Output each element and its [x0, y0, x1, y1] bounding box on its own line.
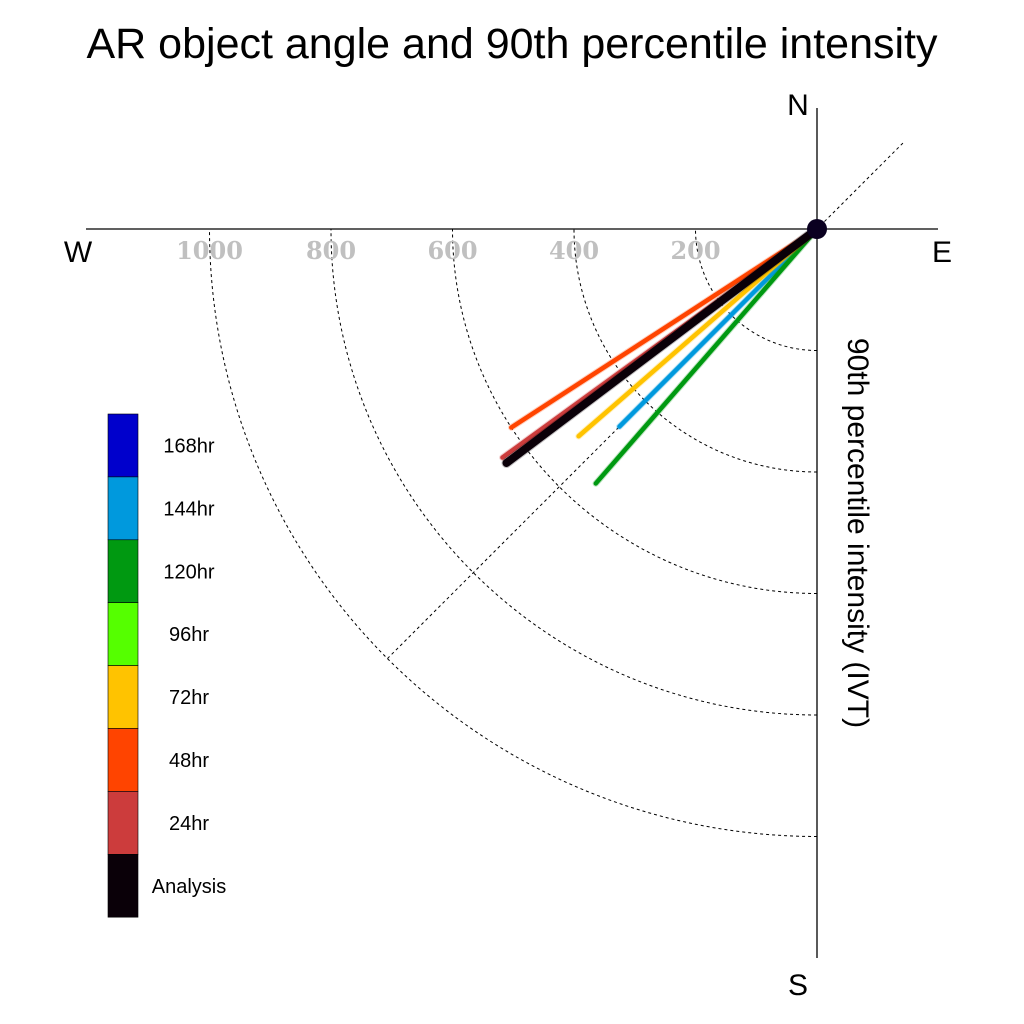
legend-swatch-48hr — [107, 728, 139, 792]
series-vector-48hr — [509, 226, 820, 430]
radial-axis-title: 90th percentile intensity (IVT) — [841, 338, 874, 728]
compass-east-label: E — [932, 236, 952, 269]
grid-arc-400 — [573, 228, 818, 473]
legend-label-24hr: 24hr — [169, 813, 209, 835]
legend-label-72hr: 72hr — [169, 687, 209, 709]
legend-label-96hr: 96hr — [169, 624, 209, 646]
series-vector-120hr — [593, 226, 820, 486]
grid-arc-600 — [452, 228, 818, 594]
legend: 168hr 144hr 120hr 96hr 72hr 48hr 24hr Analysis — [107, 413, 226, 918]
grid-arc-1000 — [209, 228, 818, 837]
compass-south-label: S — [788, 969, 808, 1002]
compass-north-label: N — [787, 89, 809, 122]
radial-tick-label-600: 600 — [427, 236, 477, 265]
radial-tick-label-800: 800 — [306, 236, 356, 265]
legend-swatch-120hr — [107, 539, 139, 603]
compass-west-label: W — [64, 236, 93, 269]
chart-title: AR object angle and 90th percentile inte… — [87, 20, 938, 68]
legend-swatch-analysis — [107, 853, 139, 918]
legend-label-120hr: 120hr — [163, 561, 214, 583]
series-vector-analysis — [502, 225, 821, 467]
radial-tick-label-1000: 1000 — [176, 236, 243, 265]
legend-swatch-24hr — [107, 791, 139, 855]
grid-arc-800 — [330, 228, 818, 716]
series-vectors — [499, 224, 822, 487]
legend-swatch-144hr — [107, 476, 139, 541]
legend-label-144hr: 144hr — [163, 498, 214, 520]
radial-tick-label-400: 400 — [549, 236, 599, 265]
legend-swatch-96hr — [107, 602, 139, 666]
origin-marker — [807, 219, 827, 239]
legend-label-analysis: Analysis — [152, 876, 226, 898]
legend-label-168hr: 168hr — [163, 435, 214, 457]
radial-tick-label-200: 200 — [670, 236, 720, 265]
radial-tick-labels: 200 400 600 800 1000 — [176, 236, 720, 265]
legend-swatch-168hr — [107, 413, 139, 478]
legend-swatch-72hr — [107, 665, 139, 729]
grid-arc-200 — [695, 228, 818, 351]
series-vector-144hr — [617, 239, 807, 429]
legend-label-48hr: 48hr — [169, 750, 209, 772]
